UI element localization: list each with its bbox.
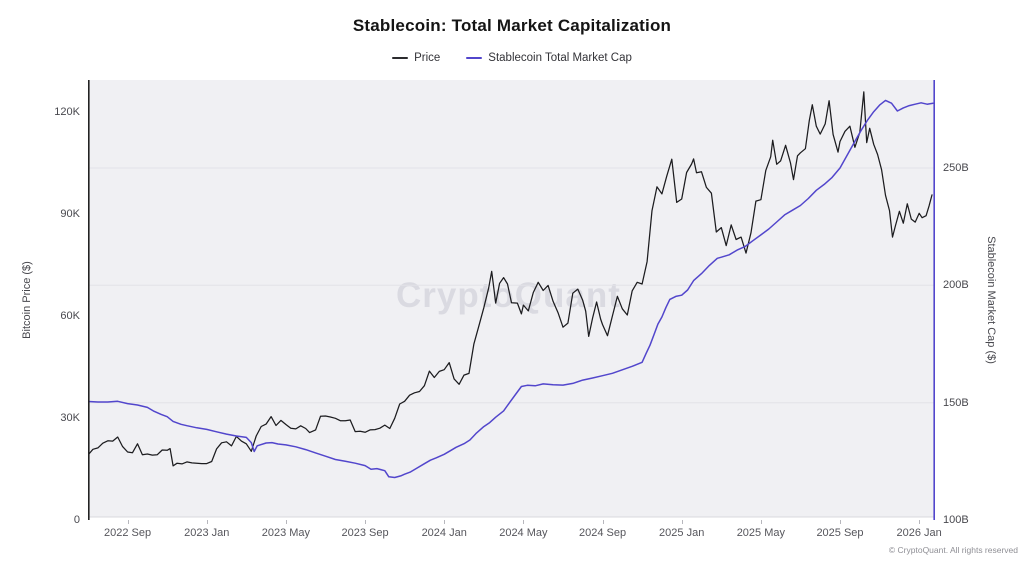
x-axis-tick-mark [285, 520, 287, 524]
legend-label-price: Price [414, 52, 441, 64]
x-axis-tick-mark [760, 520, 762, 524]
x-axis-tick-label: 2024 Jan [421, 527, 467, 539]
right-axis-title: Stablecoin Market Cap ($) [985, 236, 997, 364]
x-axis-tick-mark [840, 520, 841, 524]
x-axis-tick-mark [919, 520, 921, 524]
legend-item-stablecoin-market-cap[interactable]: Stablecoin Total Market Cap [466, 52, 632, 64]
x-axis-tick-label: 2025 Sep [816, 527, 864, 539]
x-axis-tick-mark [444, 520, 446, 524]
y-axis-tick-label-left: 60K [60, 309, 80, 322]
y-axis-tick-label-right: 250B [943, 162, 969, 174]
x-axis-tick-label: 2024 May [499, 527, 548, 539]
plot-area[interactable]: CryptoQuant [88, 80, 935, 520]
chart-title: Stablecoin: Total Market Capitalization [352, 16, 672, 35]
y-axis-tick-label-right: 100B [943, 514, 969, 526]
cryptoquant-watermark: CryptoQuant [396, 276, 621, 315]
x-axis-tick-label: 2023 Jan [184, 527, 230, 539]
x-axis-tick-label: 2025 May [736, 527, 785, 539]
y-axis-tick-label-left: 0 [73, 514, 80, 526]
y-axis-tick-label-right: 200B [943, 279, 969, 292]
x-axis-tick-mark [602, 520, 604, 524]
plot-canvas [88, 80, 935, 520]
x-axis-tick-label: 2022 Sep [104, 527, 152, 539]
x-axis-tick-mark [681, 520, 683, 524]
legend: Price Stablecoin Total Market Cap [0, 50, 1024, 66]
y-axis-tick-label-right: 150B [943, 396, 969, 409]
stablecoin-line [88, 99, 934, 479]
stablecoin-legend-swatch-icon [466, 56, 483, 60]
x-axis-tick-mark [206, 520, 208, 524]
left-axis-title: Bitcoin Price ($) [21, 261, 33, 339]
x-axis-tick-label: 2025 Jan [659, 527, 705, 539]
x-axis-tick-label: 2026 Jan [896, 527, 942, 539]
x-axis-tick-label: 2023 May [261, 527, 311, 539]
legend-label-stablecoin: Stablecoin Total Market Cap [488, 52, 632, 64]
x-axis-tick-mark [523, 520, 525, 524]
x-axis-tick-label: 2024 Sep [578, 527, 627, 539]
copyright-notice: © CryptoQuant. All rights reserved [888, 545, 1018, 555]
price-line [88, 91, 933, 467]
x-axis-tick-mark [127, 520, 129, 524]
y-axis-tick-label-left: 120K [54, 105, 80, 118]
legend-item-price[interactable]: Price [392, 52, 440, 64]
y-axis-tick-label-left: 90K [60, 207, 80, 220]
x-axis-tick-label: 2023 Sep [341, 527, 389, 539]
x-axis-tick-mark [365, 520, 367, 524]
price-legend-swatch-icon [392, 56, 409, 60]
y-axis-tick-label-left: 30K [60, 411, 80, 424]
